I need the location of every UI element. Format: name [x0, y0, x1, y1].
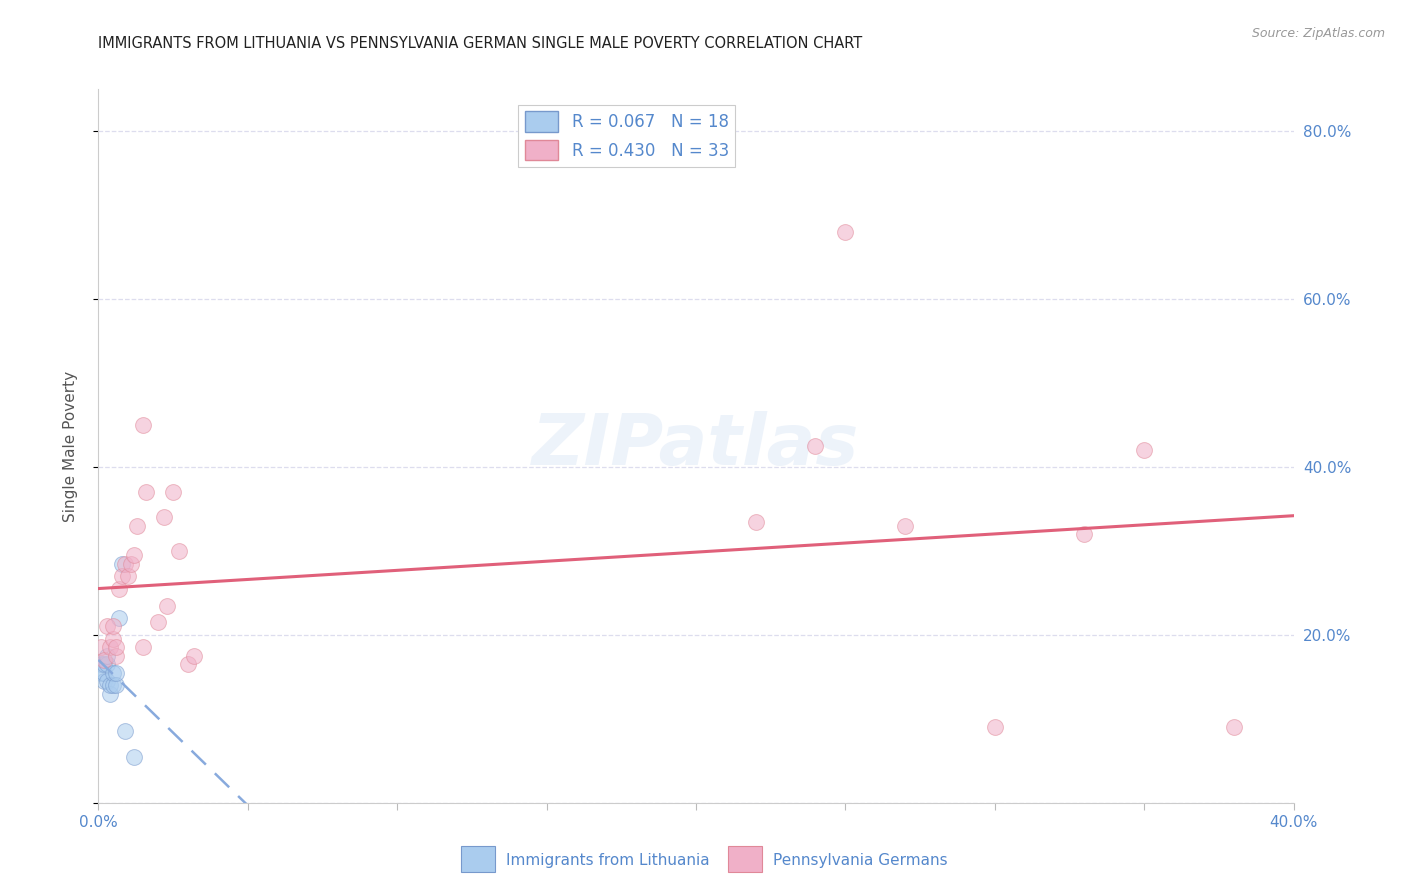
Point	[183, 648, 205, 663]
Point	[114, 557, 136, 571]
Point	[1133, 443, 1156, 458]
Point	[105, 665, 128, 680]
Point	[167, 544, 190, 558]
Point	[111, 557, 134, 571]
Point	[894, 518, 917, 533]
Point	[804, 439, 827, 453]
Point	[100, 687, 122, 701]
Point	[177, 657, 200, 672]
Point	[108, 611, 131, 625]
Point	[90, 665, 112, 680]
Point	[103, 619, 125, 633]
Point	[105, 648, 128, 663]
Point	[111, 569, 134, 583]
Point	[96, 674, 118, 689]
Point	[93, 653, 115, 667]
Point	[127, 518, 149, 533]
Point	[103, 632, 125, 646]
Point	[120, 557, 142, 571]
Text: ZIPatlas: ZIPatlas	[533, 411, 859, 481]
Point	[124, 749, 146, 764]
Point	[108, 582, 131, 596]
Point	[105, 678, 128, 692]
Text: IMMIGRANTS FROM LITHUANIA VS PENNSYLVANIA GERMAN SINGLE MALE POVERTY CORRELATION: IMMIGRANTS FROM LITHUANIA VS PENNSYLVANI…	[98, 36, 863, 51]
Text: Immigrants from Lithuania: Immigrants from Lithuania	[506, 854, 710, 868]
Legend: R = 0.067   N = 18, R = 0.430   N = 33: R = 0.067 N = 18, R = 0.430 N = 33	[519, 104, 735, 167]
Point	[162, 485, 184, 500]
Point	[100, 678, 122, 692]
Point	[96, 657, 118, 672]
Point	[148, 615, 170, 630]
Point	[135, 485, 157, 500]
Point	[93, 665, 115, 680]
Point	[105, 640, 128, 655]
Point	[93, 674, 115, 689]
Point	[96, 619, 118, 633]
Point	[156, 599, 179, 613]
Point	[103, 678, 125, 692]
Point	[132, 417, 155, 432]
Point	[745, 515, 768, 529]
Point	[96, 648, 118, 663]
Text: Source: ZipAtlas.com: Source: ZipAtlas.com	[1251, 27, 1385, 40]
Point	[117, 569, 139, 583]
Y-axis label: Single Male Poverty: Single Male Poverty	[63, 370, 77, 522]
Point	[153, 510, 176, 524]
Point	[90, 640, 112, 655]
Point	[103, 665, 125, 680]
Point	[114, 724, 136, 739]
Point	[132, 640, 155, 655]
Point	[90, 657, 112, 672]
Point	[834, 225, 856, 239]
Point	[124, 548, 146, 562]
Point	[984, 720, 1007, 734]
Point	[93, 657, 115, 672]
Point	[1073, 527, 1095, 541]
Point	[100, 640, 122, 655]
Point	[1223, 720, 1246, 734]
Text: Pennsylvania Germans: Pennsylvania Germans	[773, 854, 948, 868]
